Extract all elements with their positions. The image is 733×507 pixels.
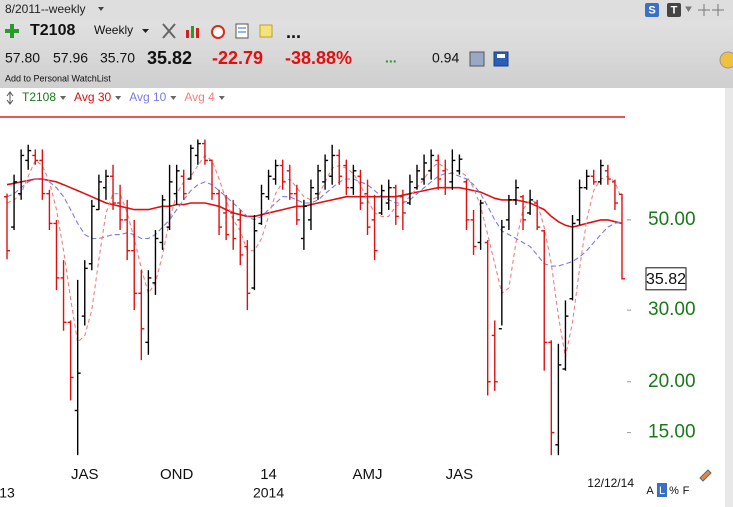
legend-label[interactable]: Avg 30 [74, 90, 111, 104]
legend-label[interactable]: Avg 4 [184, 90, 215, 104]
y-tick-label: 50.00 [648, 209, 696, 230]
toolbar-icons[interactable] [162, 23, 273, 39]
legend-handle[interactable] [6, 91, 14, 105]
x-tick-label: 14 [260, 466, 277, 483]
last: 35.82 [147, 48, 192, 68]
y-tick-label: 15.00 [648, 422, 696, 443]
y-tick-label: 30.00 [648, 299, 696, 320]
watchlist-link[interactable]: Add to Personal WatchList [5, 73, 111, 83]
plot: 15.00 20.00 30.00 50.00 JAS OND 14 AMJ JAS 13 2014… [0, 139, 696, 501]
dropdown-arrow[interactable] [142, 29, 149, 33]
plot-background [0, 88, 725, 507]
badge[interactable] [667, 3, 681, 17]
edit-icon[interactable] [699, 469, 712, 482]
window-controls[interactable] [685, 4, 724, 16]
period[interactable]: 8/2011--weekly [5, 2, 85, 16]
title-bar [0, 0, 733, 20]
legend-label[interactable]: T2108 [22, 90, 56, 104]
footer-button[interactable]: L [659, 485, 665, 497]
footer-button[interactable]: A [646, 485, 654, 497]
add-icon[interactable] [5, 24, 19, 38]
high: 57.96 [53, 50, 88, 66]
legend-arrow[interactable] [60, 96, 67, 100]
button-highlight[interactable] [657, 483, 667, 497]
x-tick-label: OND [160, 466, 194, 483]
moving-average [6, 172, 623, 267]
quote-icons[interactable] [469, 51, 509, 67]
legend: T2108 Avg 30 Avg 10 Avg 4 [22, 90, 225, 104]
year-label: 13 [0, 485, 15, 501]
palette-icon[interactable] [719, 51, 733, 69]
moving-average [6, 154, 623, 358]
frequency[interactable]: Weekly [94, 23, 133, 37]
last-date: 12/12/14 [587, 476, 634, 490]
last-value-label: 35.82 [646, 271, 686, 288]
low: 35.70 [100, 50, 135, 66]
x-tick-label: JAS [71, 466, 99, 483]
y-tick-label: 20.00 [648, 371, 696, 392]
change-pct: -38.88% [285, 48, 352, 68]
x-tick-label: AMJ [353, 466, 383, 483]
year-label: 2014 [253, 485, 284, 501]
footer-button[interactable]: F [683, 485, 690, 497]
footer-button[interactable]: % [669, 485, 679, 497]
legend-arrow[interactable] [218, 96, 225, 100]
change: -22.79 [212, 48, 263, 68]
badge-label[interactable]: S [648, 4, 655, 16]
badge-label[interactable]: T [671, 4, 678, 16]
last-value-box [645, 267, 687, 291]
dropdown-arrow[interactable] [98, 7, 104, 11]
footer-buttons: A L% F [646, 483, 690, 497]
symbol[interactable]: T2108 [30, 22, 75, 39]
dots: ... [385, 50, 397, 66]
legend-arrow[interactable] [115, 96, 122, 100]
more-menu[interactable]: ... [286, 22, 301, 42]
badge[interactable] [645, 3, 659, 17]
right-edge [725, 88, 733, 507]
extra-value: 0.94 [432, 50, 459, 66]
open: 57.80 [5, 50, 40, 66]
legend-arrow[interactable] [170, 96, 177, 100]
legend-label[interactable]: Avg 10 [129, 90, 166, 104]
x-tick-label: JAS [446, 466, 474, 483]
